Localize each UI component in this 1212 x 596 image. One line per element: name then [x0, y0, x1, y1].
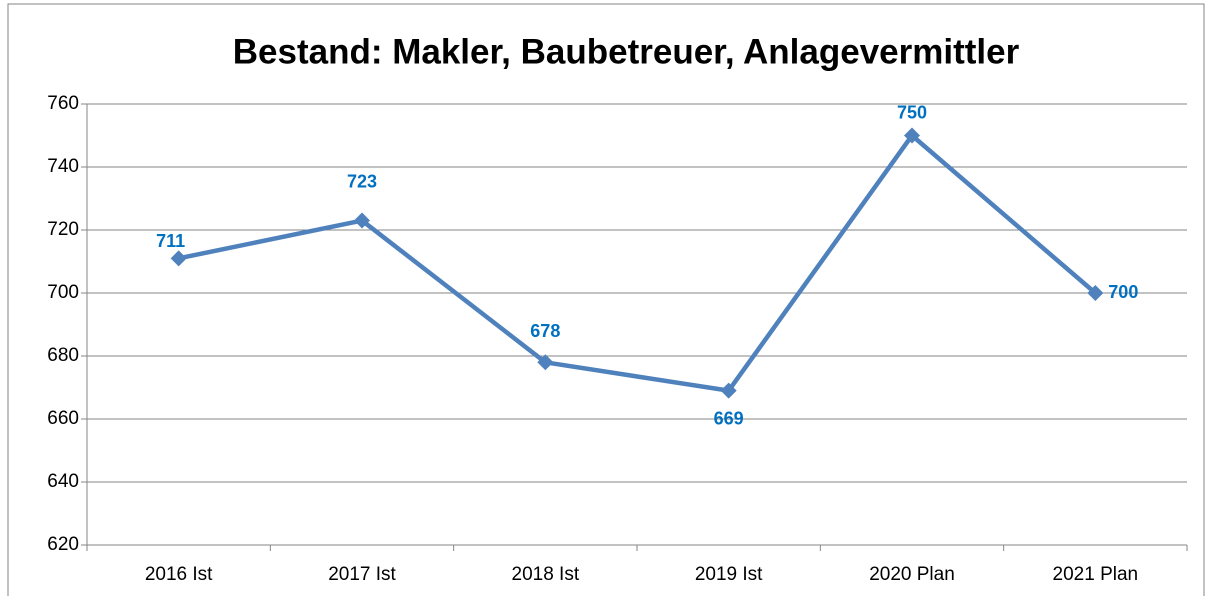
data-label: 711	[156, 231, 185, 251]
chart-frame	[7, 3, 1205, 596]
marker	[354, 212, 370, 229]
x-tick-label: 2020 Plan	[869, 564, 955, 585]
marker	[904, 127, 920, 144]
marker	[720, 382, 737, 399]
x-tick-label: 2018 Ist	[512, 564, 580, 585]
data-label: 678	[530, 321, 560, 341]
y-tick-label: 760	[47, 93, 79, 114]
y-tick-label: 680	[47, 345, 79, 366]
x-tick-label: 2021 Plan	[1053, 564, 1139, 585]
marker	[537, 354, 554, 371]
data-label: 669	[714, 408, 744, 428]
data-label: 723	[347, 171, 377, 191]
y-tick-label: 720	[47, 219, 79, 240]
marker	[170, 250, 187, 267]
x-tick-label: 2017 Ist	[328, 564, 396, 585]
y-tick-label: 640	[47, 471, 79, 492]
y-tick-label: 660	[47, 408, 79, 429]
chart-title: Bestand: Makler, Baubetreuer, Anlageverm…	[233, 32, 1020, 71]
marker	[1087, 285, 1104, 301]
data-label: 750	[897, 102, 927, 122]
y-tick-label: 620	[47, 534, 79, 555]
series-line	[178, 133, 1097, 393]
y-tick-label: 740	[47, 156, 79, 177]
data-label: 700	[1108, 282, 1138, 302]
x-tick-label: 2016 Ist	[145, 564, 213, 585]
x-tick-label: 2019 Ist	[695, 564, 763, 585]
y-tick-label: 700	[47, 282, 79, 303]
